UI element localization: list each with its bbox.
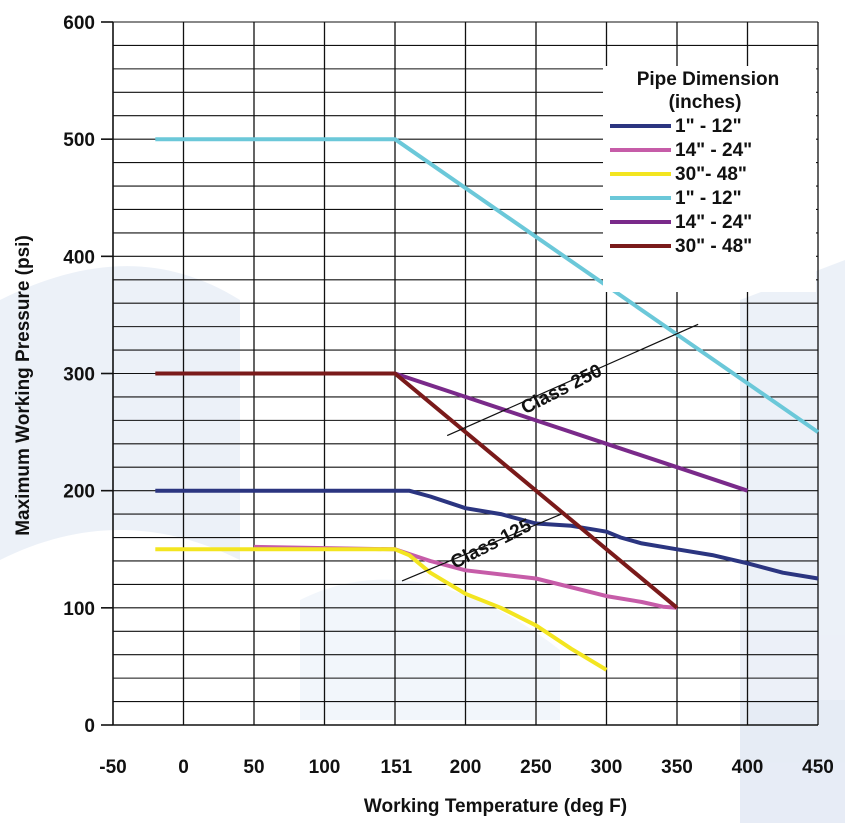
x-tick-label: 400	[732, 757, 764, 778]
legend-items: 1" - 12" 14" - 24" 30"- 48" 1" - 12" 14" - 2…	[610, 116, 752, 257]
class-125-label: Class 125	[447, 515, 535, 574]
y-tick-labels: 0 100 200 300 400 500 600	[63, 13, 95, 737]
legend-label-5: 14" - 24"	[675, 212, 752, 233]
y-tick-label: 500	[63, 130, 95, 151]
legend: Pipe Dimension (inches) 1" - 12" 14" - 24…	[603, 66, 816, 292]
y-tick-label: 600	[63, 13, 95, 34]
class-250-leader-line	[446, 323, 699, 437]
legend-label-3: 30"- 48"	[675, 164, 747, 185]
series-line-4	[155, 137, 820, 434]
x-tick-labels: -50 0 50 100 151 200 250 300 350 400 450	[99, 757, 834, 778]
x-tick-label: -50	[99, 757, 126, 778]
x-axis-title: Working Temperature (deg F)	[364, 796, 627, 817]
legend-title: Pipe Dimension	[637, 69, 780, 90]
class-125-leader-line	[401, 513, 562, 582]
x-tick-label: 151	[381, 757, 413, 778]
legend-background	[603, 66, 816, 292]
x-tick-label: 450	[802, 757, 834, 778]
legend-label-1: 1" - 12"	[675, 116, 742, 137]
x-tick-label: 350	[661, 757, 693, 778]
series-line-6	[155, 371, 679, 610]
y-tick-label: 200	[63, 482, 95, 503]
series-line-1	[155, 488, 819, 581]
x-tick-label: 0	[178, 757, 189, 778]
y-tick-label: 400	[63, 247, 95, 268]
y-tick-label: 300	[63, 365, 95, 386]
x-tick-label: 300	[591, 757, 623, 778]
series-line-3	[155, 547, 608, 672]
x-tick-label: 50	[243, 757, 264, 778]
y-tick-label: 0	[84, 716, 95, 737]
legend-label-4: 1" - 12"	[675, 188, 742, 209]
series-layer	[155, 137, 820, 672]
x-tick-label: 250	[520, 757, 552, 778]
class-250-label: Class 250	[518, 360, 606, 419]
series-line-5	[394, 371, 749, 493]
background-decor	[0, 260, 845, 823]
x-tick-label: 100	[309, 757, 341, 778]
class-annotations: Class 250 Class 125	[401, 323, 699, 582]
y-tick-label: 100	[63, 599, 95, 620]
legend-label-6: 30" - 48"	[675, 236, 752, 257]
legend-subtitle: (inches)	[669, 92, 742, 113]
y-axis-title: Maximum Working Pressure (psi)	[13, 235, 34, 536]
x-tick-label: 200	[450, 757, 482, 778]
legend-label-2: 14" - 24"	[675, 140, 752, 161]
chart-axes	[101, 21, 818, 726]
